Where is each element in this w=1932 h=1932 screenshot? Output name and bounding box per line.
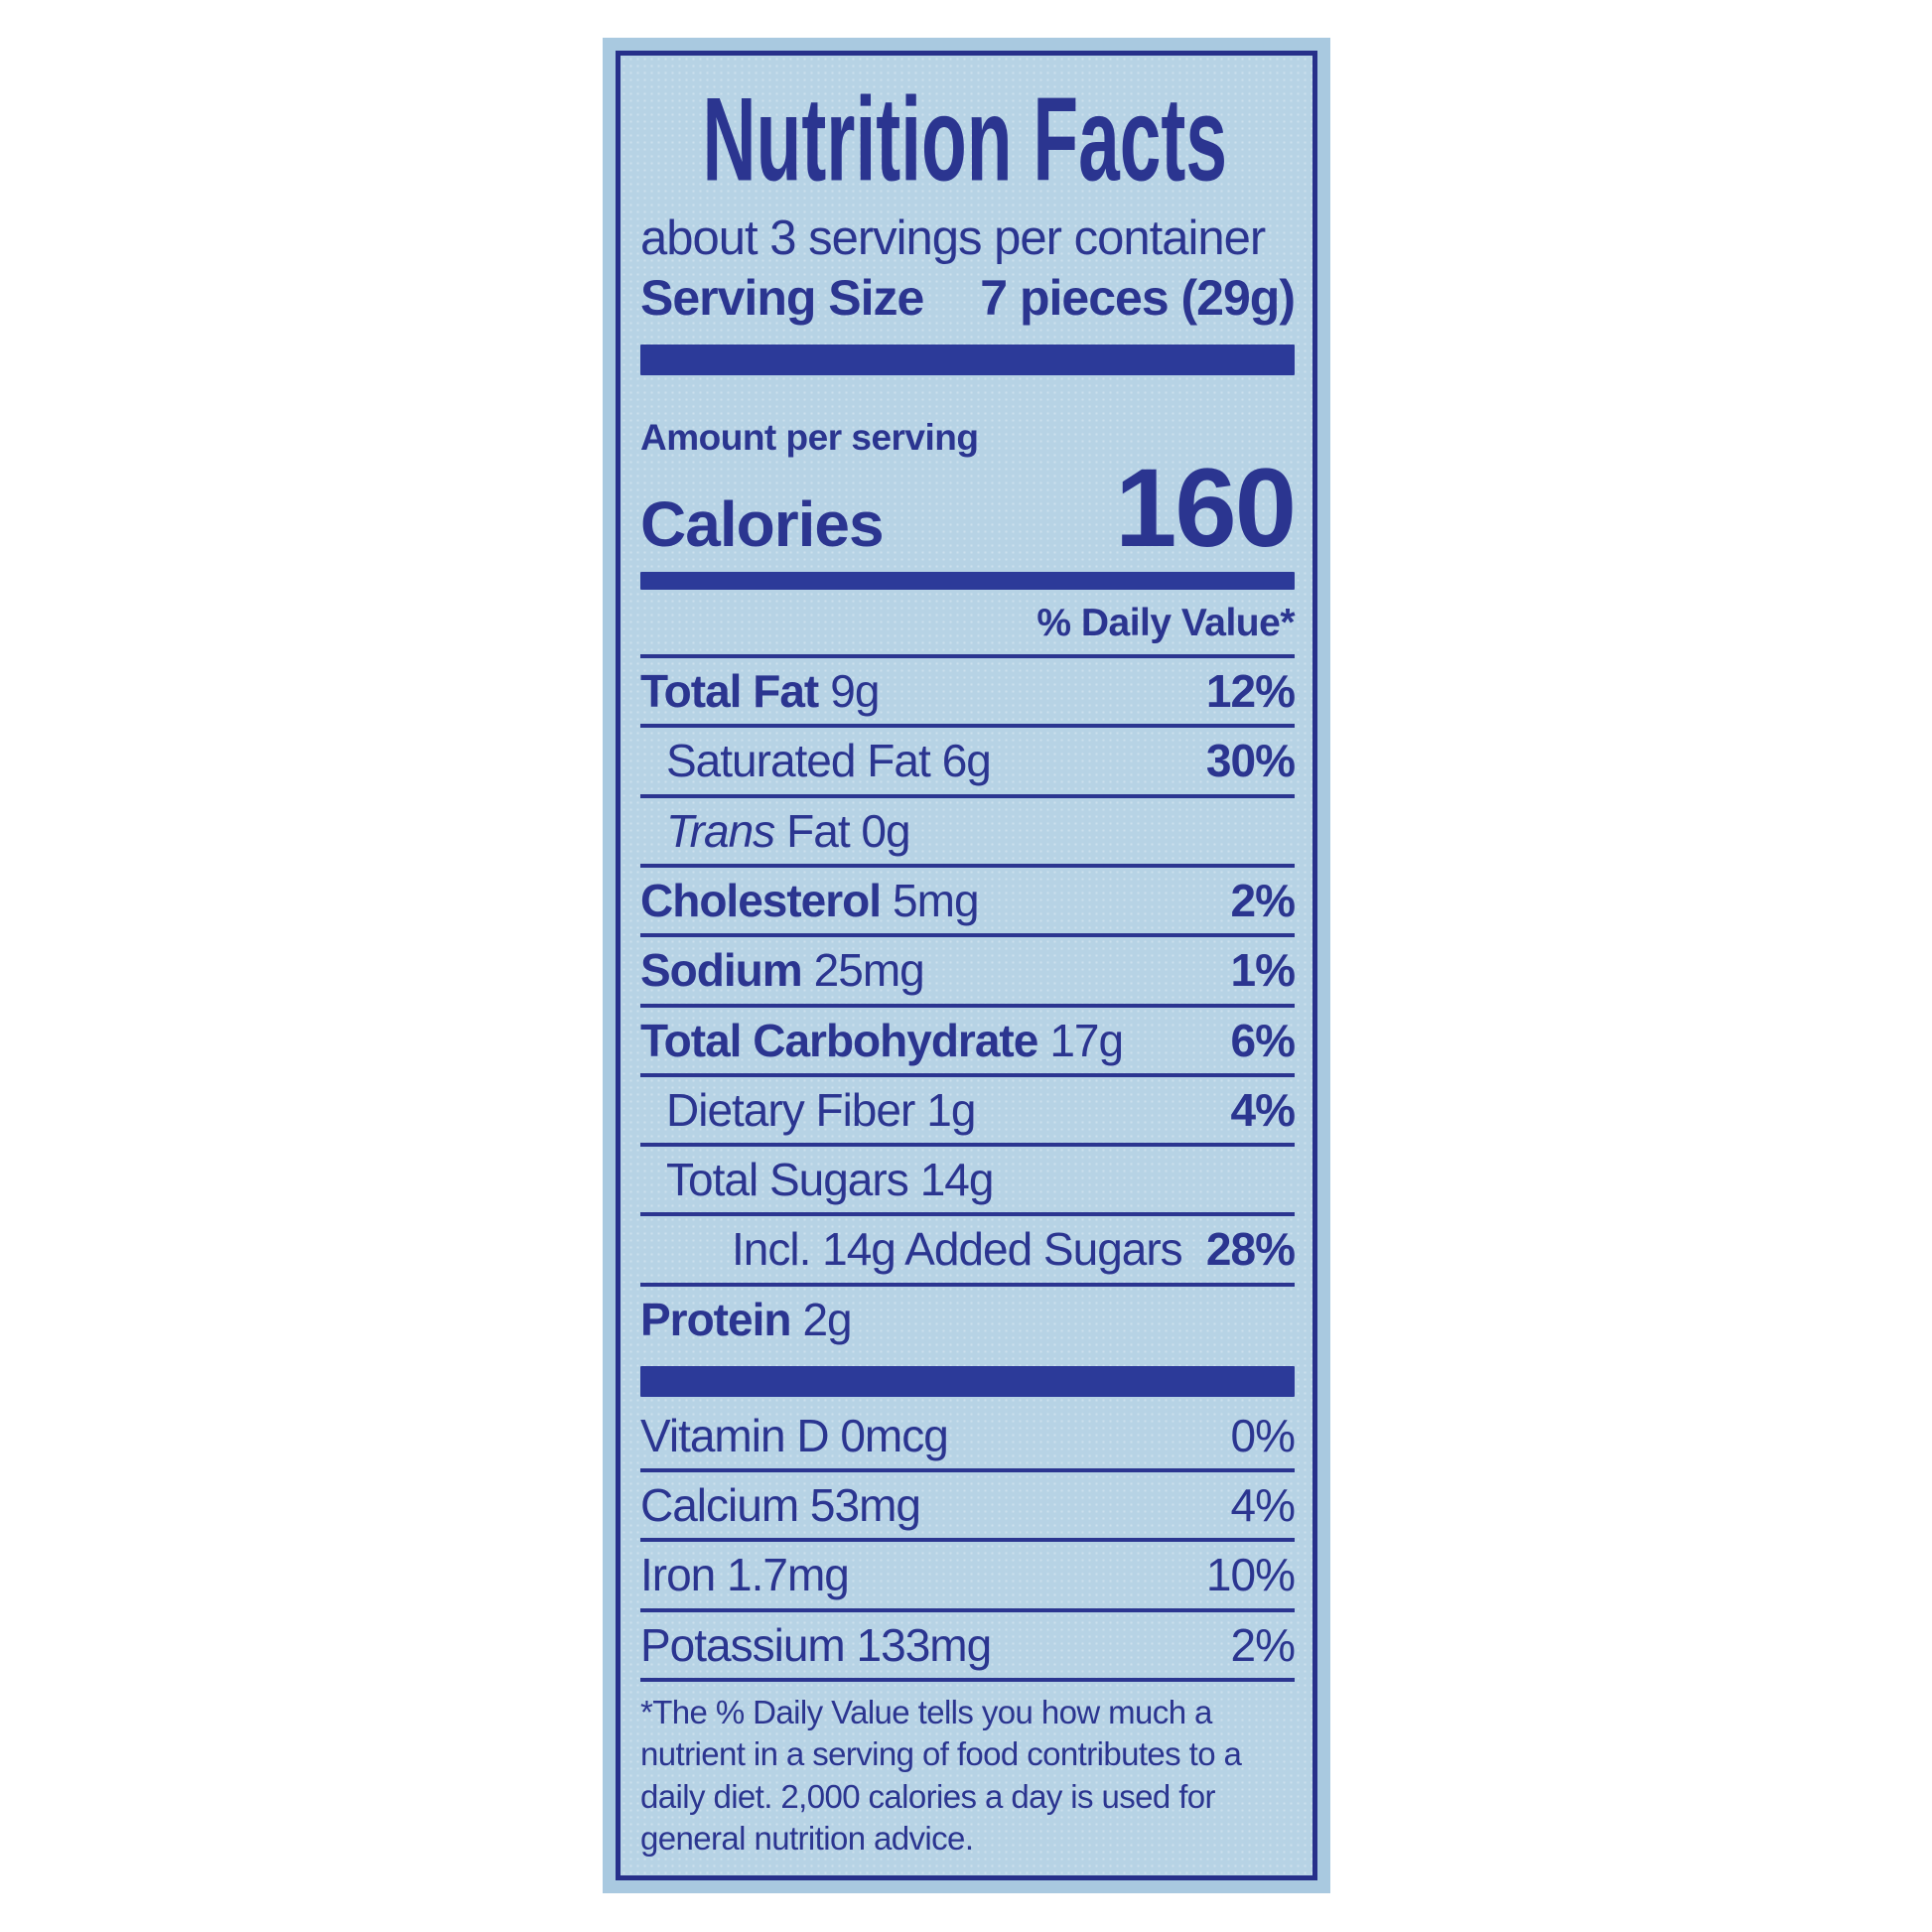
mineral-label: Iron 1.7mg — [640, 1549, 850, 1601]
calories-value: 160 — [1115, 446, 1297, 571]
serving-size-value: 7 pieces (29g) — [980, 270, 1296, 327]
divider-rule — [640, 654, 1295, 659]
divider-rule — [640, 724, 1295, 729]
nutrient-name: Cholesterol 5mg — [640, 874, 980, 926]
divider-rule — [640, 1212, 1295, 1217]
mineral-pct: 2% — [1230, 1618, 1296, 1671]
footnote-line: daily diet. 2,000 calories a day is used… — [640, 1777, 1216, 1815]
serving-size-label: Serving Size — [640, 270, 924, 327]
nutrient-row-total-carbohydrate: Total Carbohydrate 17g 6% — [640, 1008, 1296, 1073]
nutrient-row-added-sugars: Incl. 14g Added Sugars 28% — [640, 1216, 1296, 1282]
daily-value-footnote: *The % Daily Value tells you how much a … — [640, 1692, 1295, 1860]
mineral-label: Potassium 133mg — [640, 1618, 992, 1671]
label-title-text: Nutrition Facts — [703, 79, 1227, 201]
nutrient-pct: 28% — [1205, 1223, 1296, 1276]
divider-rule — [640, 933, 1295, 938]
mineral-label: Vitamin D 0mcg — [640, 1409, 949, 1461]
daily-value-header: % Daily Value* — [1036, 602, 1295, 645]
amount-per-serving-label: Amount per serving — [640, 417, 979, 459]
nutrient-name: Protein 2g — [640, 1293, 853, 1345]
label-border-box: Nutrition Facts about 3 servings per con… — [616, 51, 1317, 1880]
mineral-pct: 10% — [1205, 1549, 1296, 1601]
mineral-row-potassium: Potassium 133mg 2% — [640, 1612, 1296, 1678]
mineral-row-iron: Iron 1.7mg 10% — [640, 1542, 1296, 1607]
nutrient-row-sodium: Sodium 25mg 1% — [640, 937, 1296, 1003]
divider-thick-bottom — [640, 1366, 1295, 1397]
nutrient-pct: 4% — [1230, 1083, 1296, 1136]
nutrient-name: Saturated Fat 6g — [666, 735, 992, 787]
divider-rule — [640, 1678, 1295, 1683]
serving-size-row: Serving Size 7 pieces (29g) — [640, 269, 1296, 327]
divider-thick-top — [640, 345, 1295, 376]
divider-rule — [640, 1282, 1295, 1287]
mineral-pct: 0% — [1230, 1409, 1296, 1461]
nutrient-name: Trans Fat 0g — [666, 804, 911, 857]
nutrient-name: Incl. 14g Added Sugars — [732, 1223, 1183, 1276]
nutrition-facts-label: Nutrition Facts about 3 servings per con… — [603, 38, 1330, 1893]
divider-rule — [640, 1468, 1295, 1473]
footnote-line: nutrient in a serving of food contribute… — [640, 1735, 1242, 1773]
nutrient-name: Total Fat 9g — [640, 665, 880, 718]
divider-rule — [640, 1003, 1295, 1008]
nutrient-row-cholesterol: Cholesterol 5mg 2% — [640, 868, 1296, 933]
nutrient-row-saturated-fat: Saturated Fat 6g 30% — [640, 728, 1296, 793]
servings-per-container: about 3 servings per container — [640, 210, 1266, 265]
divider-rule — [640, 793, 1295, 798]
nutrient-row-protein: Protein 2g — [640, 1287, 1295, 1352]
nutrient-pct: 1% — [1230, 944, 1296, 997]
mineral-pct: 4% — [1230, 1479, 1296, 1532]
divider-rule — [640, 1607, 1295, 1612]
divider-rule — [640, 863, 1295, 868]
footnote-line: *The % Daily Value tells you how much a — [640, 1694, 1212, 1731]
nutrient-pct: 30% — [1205, 735, 1296, 787]
nutrient-name: Dietary Fiber 1g — [666, 1083, 976, 1136]
nutrient-row-trans-fat: Trans Fat 0g — [640, 798, 1295, 864]
divider-rule — [640, 1143, 1295, 1148]
nutrient-row-total-fat: Total Fat 9g 12% — [640, 658, 1296, 724]
mineral-label: Calcium 53mg — [640, 1479, 921, 1532]
divider-medium — [640, 572, 1295, 591]
mineral-row-vitamin-d: Vitamin D 0mcg 0% — [640, 1403, 1296, 1468]
mineral-row-calcium: Calcium 53mg 4% — [640, 1472, 1296, 1538]
calories-label: Calories — [640, 488, 885, 561]
footnote-line: general nutrition advice. — [640, 1819, 974, 1857]
nutrient-row-total-sugars: Total Sugars 14g — [640, 1147, 1295, 1212]
label-title: Nutrition Facts — [703, 79, 1227, 201]
calories-row: Calories 160 — [640, 446, 1297, 571]
divider-rule — [640, 1538, 1295, 1543]
nutrient-row-dietary-fiber: Dietary Fiber 1g 4% — [640, 1077, 1296, 1143]
divider-rule — [640, 1072, 1295, 1077]
nutrient-pct: 12% — [1205, 665, 1296, 718]
nutrient-name: Total Carbohydrate 17g — [640, 1014, 1124, 1066]
nutrient-pct: 6% — [1230, 1014, 1296, 1066]
nutrient-pct: 2% — [1230, 874, 1296, 926]
nutrient-name: Total Sugars 14g — [666, 1154, 994, 1206]
nutrient-name: Sodium 25mg — [640, 944, 925, 997]
